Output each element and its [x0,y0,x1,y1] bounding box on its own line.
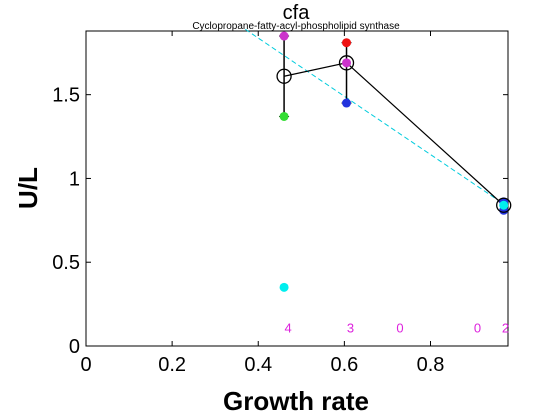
x-axis: 0 0.2 0.4 0.6 0.8 [80,31,444,376]
data-point [279,111,289,121]
count-label: 4 [284,321,291,336]
mean-markers [276,55,512,213]
x-tick-label: 0.6 [330,354,358,376]
x-tick-label: 0.4 [244,354,272,376]
y-tick-label: 1.5 [52,85,80,107]
x-tick-label: 0 [80,354,91,376]
count-label: 3 [347,321,354,336]
plot-area [85,30,509,347]
data-point [342,98,352,108]
count-label: 0 [396,321,403,336]
data-points [279,31,509,292]
data-point [342,38,352,48]
x-axis-label: Growth rate [223,386,369,416]
mean-marker [496,197,512,213]
data-point [499,200,509,210]
fit-line [245,28,509,208]
x-tick-label: 0.2 [158,354,186,376]
count-labels: 4 3 0 0 2 [284,321,509,336]
y-axis-label: U/L [13,167,43,209]
data-point [279,282,289,292]
data-point [342,58,352,68]
chart-subtitle: Cyclopropane-fatty-acyl-phospholipid syn… [192,21,400,32]
mean-marker [276,68,292,84]
y-tick-label: 0.5 [52,252,80,274]
data-point [279,31,289,41]
mean-marker [338,55,355,71]
y-axis: 0 0.5 1 1.5 [52,85,508,358]
x-tick-label: 0.8 [417,354,445,376]
chart-title: cfa [283,2,311,24]
y-tick-label: 1 [69,168,80,190]
count-label: 0 [474,321,481,336]
y-tick-label: 0 [69,336,80,358]
count-label: 2 [502,321,509,336]
